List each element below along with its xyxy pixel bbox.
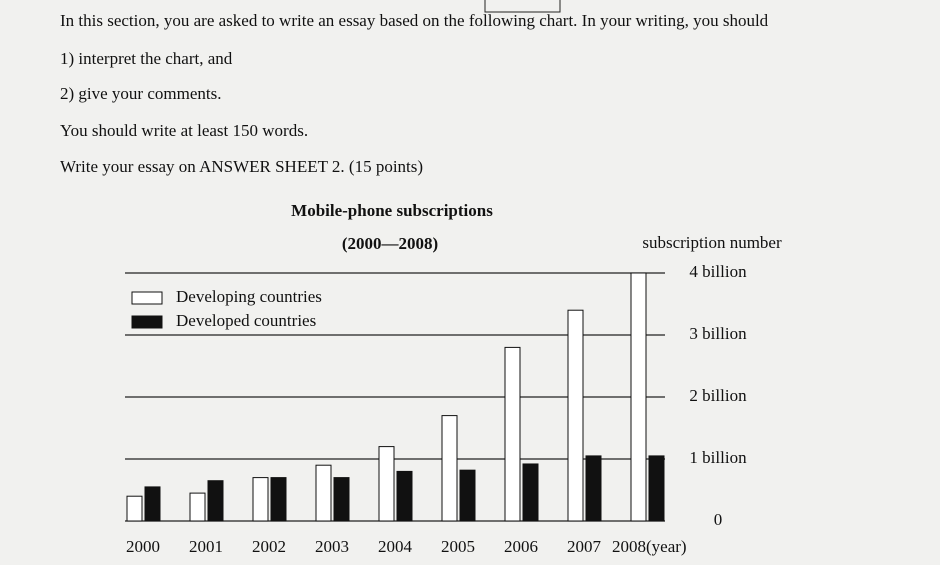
x-tick-label: 2008(year) — [612, 537, 687, 556]
bar — [522, 463, 539, 522]
bar — [126, 495, 143, 522]
x-tick-label: 2007 — [567, 537, 602, 556]
y-tick-label: 3 billion — [689, 324, 747, 343]
y-tick-label: 2 billion — [689, 386, 747, 405]
header-box — [484, 0, 561, 13]
bar — [504, 346, 521, 522]
x-tick-label: 2002 — [252, 537, 286, 556]
bar — [144, 486, 161, 522]
bar — [648, 455, 665, 522]
paragraph: In this section, you are asked to write … — [60, 11, 769, 30]
x-tick-label: 2000 — [126, 537, 160, 556]
bar — [396, 470, 413, 522]
bar — [441, 415, 458, 522]
chart-subtitle: (2000—2008) — [342, 234, 438, 253]
legend-label: Developed countries — [176, 311, 316, 330]
bar — [270, 477, 287, 522]
paragraph: 1) interpret the chart, and — [60, 49, 233, 68]
legend-swatch — [131, 315, 163, 329]
bar — [207, 480, 224, 522]
bar — [585, 455, 602, 522]
paragraph: Write your essay on ANSWER SHEET 2. (15 … — [60, 157, 423, 176]
x-tick-label: 2004 — [378, 537, 413, 556]
y-tick-label: 0 — [714, 510, 723, 529]
bar — [252, 477, 269, 522]
bar — [189, 492, 206, 522]
legend-label: Developing countries — [176, 287, 322, 306]
bar — [567, 309, 584, 522]
paragraph: 2) give your comments. — [60, 84, 221, 103]
bar — [315, 464, 332, 522]
bar — [630, 272, 647, 522]
y-tick-label: 4 billion — [689, 262, 747, 281]
x-tick-label: 2005 — [441, 537, 475, 556]
bar — [459, 469, 476, 522]
chart-title: Mobile-phone subscriptions — [291, 201, 493, 220]
y-tick-label: 1 billion — [689, 448, 747, 467]
bar — [378, 446, 395, 522]
x-tick-label: 2003 — [315, 537, 349, 556]
paragraph: You should write at least 150 words. — [60, 121, 308, 140]
y-axis-label: subscription number — [642, 233, 782, 252]
bar — [333, 477, 350, 522]
legend-swatch — [131, 291, 163, 305]
x-tick-label: 2006 — [504, 537, 538, 556]
x-tick-label: 2001 — [189, 537, 223, 556]
